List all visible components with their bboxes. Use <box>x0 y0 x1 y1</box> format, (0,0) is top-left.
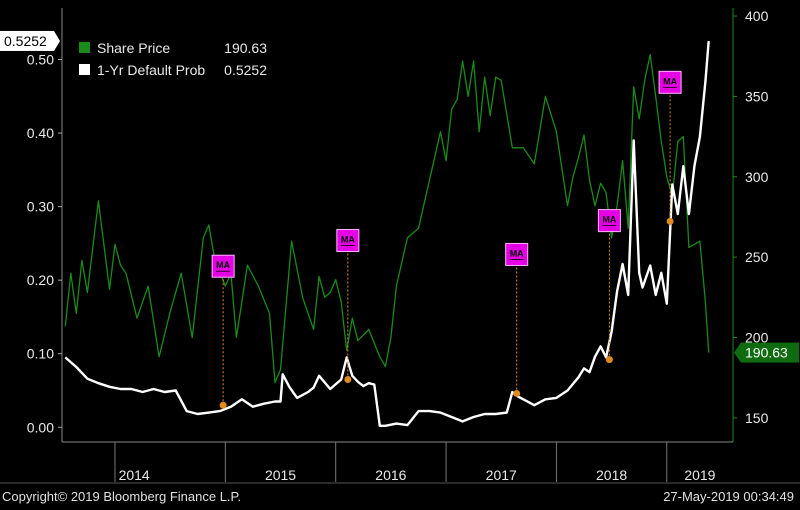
copyright-text: Copyright© 2019 Bloomberg Finance L.P. <box>2 489 242 504</box>
legend-swatch <box>79 42 90 53</box>
legend-series-value: 0.5252 <box>224 62 267 78</box>
ma-badge-label: MA <box>602 215 616 225</box>
event-marker-dot <box>513 389 521 397</box>
right-last-value-label: 190.63 <box>745 345 788 361</box>
right-tick-label: 350 <box>745 88 769 104</box>
x-tick-label: 2014 <box>119 467 150 483</box>
legend-series-name: 1-Yr Default Prob <box>97 62 205 78</box>
right-tick-label: 300 <box>745 169 769 185</box>
left-tick-label: 0.40 <box>27 125 54 141</box>
x-tick-label: 2019 <box>684 467 715 483</box>
ma-badge <box>336 228 360 252</box>
event-marker-dot <box>605 356 613 364</box>
x-tick-label: 2018 <box>596 467 627 483</box>
right-tag-arrow <box>734 342 741 363</box>
left-tick-label: 0.50 <box>27 51 54 67</box>
left-tick-label: 0.20 <box>27 272 54 288</box>
x-tick-label: 2017 <box>486 467 517 483</box>
left-tick-label: 0.00 <box>27 419 54 435</box>
default-prob-line <box>64 40 710 427</box>
x-tick-label: 2016 <box>375 467 406 483</box>
left-tick-label: 0.10 <box>27 346 54 362</box>
right-tick-label: 250 <box>745 249 769 265</box>
ma-badge <box>211 254 235 278</box>
legend-series-value: 190.63 <box>224 40 267 56</box>
ma-badge <box>505 242 529 266</box>
share-price-line <box>64 53 710 384</box>
ma-badge-label: MA <box>510 248 524 258</box>
left-tick-label: 0.30 <box>27 199 54 215</box>
legend-background <box>70 33 270 85</box>
left-last-value-tag <box>0 30 54 51</box>
left-last-value-label: 0.5252 <box>4 33 47 49</box>
legend-series-name: Share Price <box>97 40 170 56</box>
right-tick-label: 400 <box>745 8 769 24</box>
x-tick-label: 2015 <box>265 467 296 483</box>
ma-badge <box>597 209 621 233</box>
right-tick-label: 150 <box>745 410 769 426</box>
timestamp-text: 27-May-2019 00:34:49 <box>663 489 794 504</box>
legend-swatch <box>79 64 90 75</box>
ma-badge-label: MA <box>663 76 677 86</box>
event-marker-dot <box>219 401 227 409</box>
right-tick-label: 200 <box>745 330 769 346</box>
left-tag-arrow <box>54 30 60 51</box>
right-last-value-tag <box>741 342 799 363</box>
ma-badge-label: MA <box>341 234 355 244</box>
ma-badge <box>658 70 682 94</box>
event-marker-dot <box>344 375 352 383</box>
event-marker-dot <box>666 217 674 225</box>
ma-badge-label: MA <box>216 260 230 270</box>
